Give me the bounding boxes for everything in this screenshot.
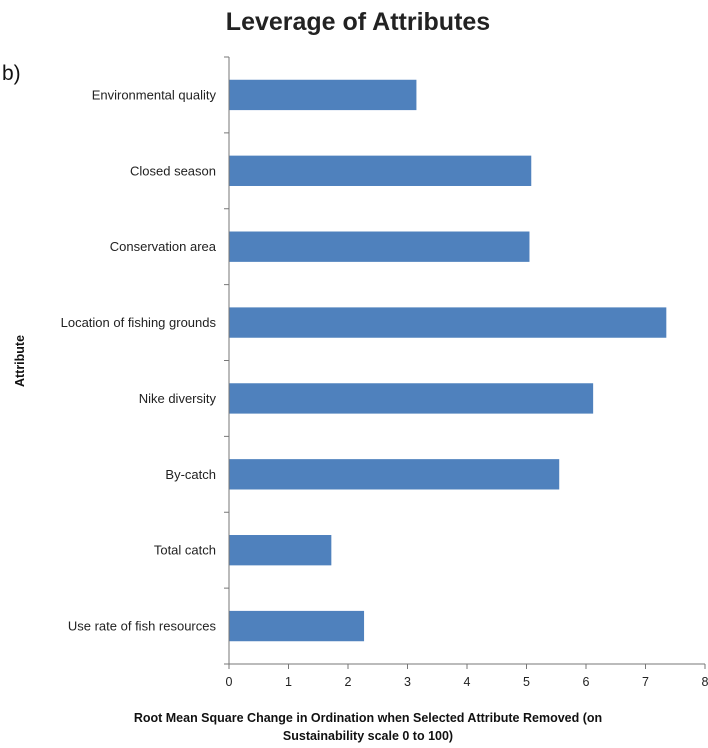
panel-letter: b) [2,62,21,85]
x-tick-label: 2 [345,675,352,689]
bar [229,79,417,111]
category-label: Conservation area [110,239,217,254]
category-label: Nike diversity [139,391,217,406]
x-tick-label: 1 [285,675,292,689]
category-label: Total catch [154,543,216,558]
bars [229,79,667,642]
x-tick-label: 5 [523,675,530,689]
x-tick-label: 4 [464,675,471,689]
bar [229,459,560,490]
bar [229,535,332,566]
x-tick-labels: 0 1 2 3 4 5 6 7 8 [226,675,708,689]
x-tick-label: 0 [226,675,233,689]
category-labels: Environmental quality Closed season Conser… [61,87,217,633]
x-ticks [228,664,706,669]
category-label: Use rate of fish resources [68,619,217,634]
x-tick-label: 3 [404,675,411,689]
category-label: By-catch [165,467,216,482]
category-label: Environmental quality [92,87,217,102]
x-tick-label: 8 [702,675,708,689]
axes [228,57,705,665]
bar [229,155,532,186]
category-label: Location of fishing grounds [61,315,217,330]
x-axis-title-line-1: Root Mean Square Change in Ordination wh… [134,711,602,725]
x-axis-title-line-2: Sustainability scale 0 to 100) [283,729,453,743]
bar [229,307,667,338]
bar [229,383,594,414]
category-ticks [224,56,229,665]
x-tick-label: 6 [583,675,590,689]
chart-title: Leverage of Attributes [226,8,490,36]
bar [229,231,530,262]
category-label: Closed season [130,163,216,178]
bar [229,610,365,642]
y-axis-title: Attribute [13,335,27,387]
x-tick-label: 7 [642,675,649,689]
